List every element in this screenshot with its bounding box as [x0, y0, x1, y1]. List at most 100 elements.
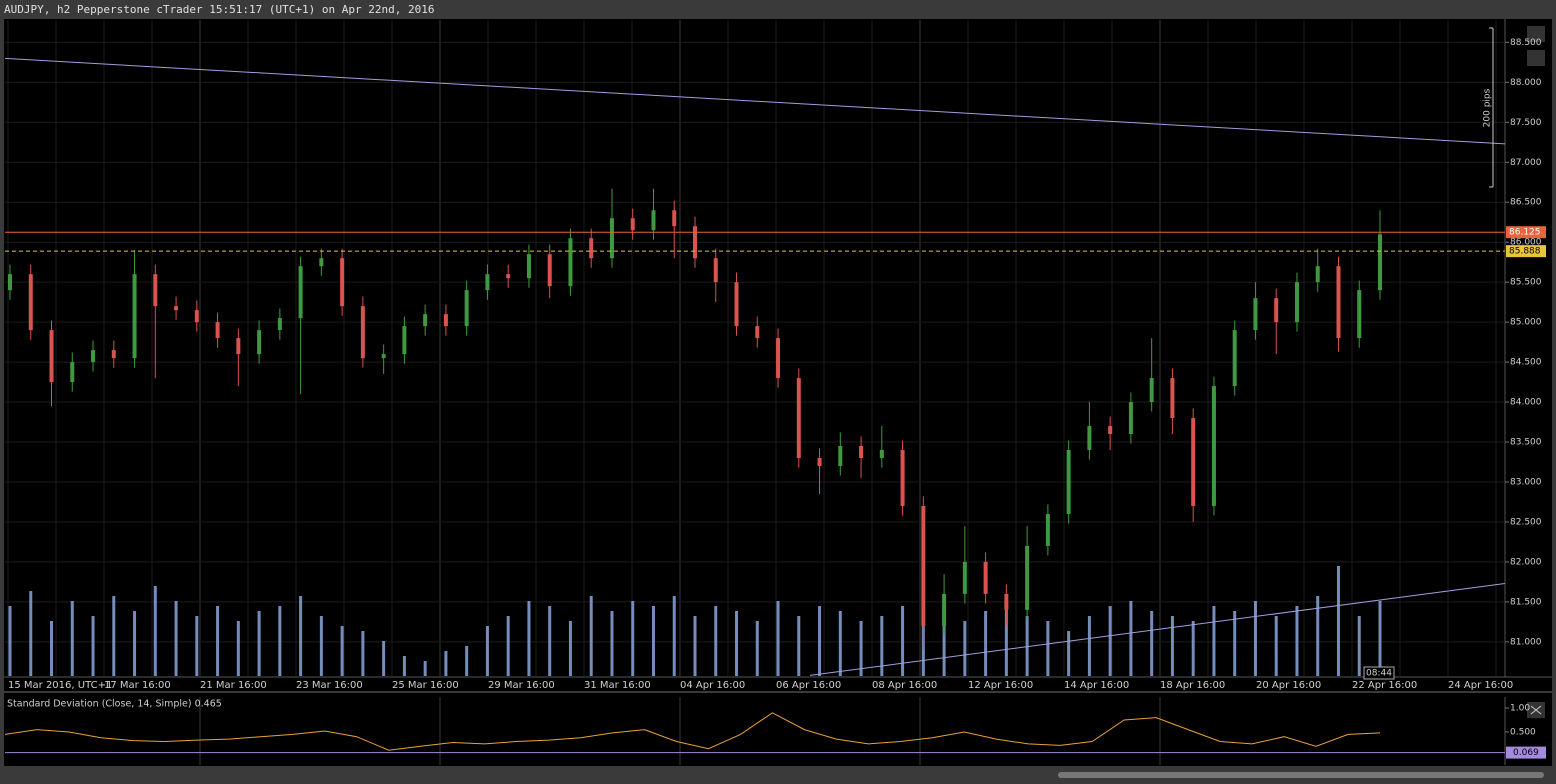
- volume-bar: [278, 606, 282, 676]
- window-title: AUDJPY, h2 Pepperstone cTrader 15:51:17 …: [4, 3, 434, 16]
- candle-body: [153, 274, 158, 307]
- candle-body: [734, 282, 739, 327]
- candle-body: [443, 314, 448, 327]
- candle-body: [1045, 513, 1050, 546]
- volume-bar: [1336, 566, 1340, 676]
- candle-body: [298, 266, 303, 319]
- volume-bar: [319, 616, 323, 676]
- volume-bar: [714, 606, 718, 676]
- candle-body: [423, 314, 428, 327]
- x-tick-label: 31 Mar 16:00: [584, 680, 651, 691]
- candle-body: [236, 338, 241, 355]
- volume-bar: [1212, 606, 1216, 676]
- candle-body: [1211, 386, 1216, 506]
- volume-bar: [1170, 616, 1174, 676]
- x-tick-label: 08 Apr 16:00: [872, 680, 937, 691]
- candle-body: [485, 274, 490, 291]
- volume-bar: [1233, 611, 1237, 676]
- volume-bar: [1274, 616, 1278, 676]
- volume-bar: [299, 596, 303, 676]
- level-tag-label: 0.069: [1513, 748, 1539, 758]
- candle-body: [49, 330, 54, 383]
- candle-body: [506, 274, 511, 279]
- volume-bar: [589, 596, 593, 676]
- x-tick-label: 20 Apr 16:00: [1256, 680, 1321, 691]
- volume-bar: [340, 626, 344, 676]
- candle-body: [838, 446, 843, 466]
- candle-body: [755, 326, 760, 339]
- candle-body: [1066, 450, 1071, 514]
- volume-bar: [672, 596, 676, 676]
- candle-body: [900, 450, 905, 506]
- indicator-pane: [4, 693, 1552, 766]
- candle-body: [609, 218, 614, 259]
- candle-body: [8, 274, 12, 291]
- x-tick-label: 22 Apr 16:00: [1352, 680, 1417, 691]
- candle-body: [402, 326, 407, 355]
- candle-body: [174, 306, 179, 311]
- candle-body: [464, 290, 469, 327]
- popout-button[interactable]: [1527, 26, 1545, 42]
- scrollbar[interactable]: [1058, 772, 1544, 778]
- y-tick-label: 85.000: [1510, 318, 1542, 328]
- volume-bar: [651, 606, 655, 676]
- candle-body: [381, 354, 386, 359]
- volume-bar: [880, 616, 884, 676]
- candle-body: [568, 238, 573, 287]
- y-tick-label: 1.00: [1510, 704, 1530, 714]
- volume-bar: [901, 606, 905, 676]
- candle-body: [1253, 298, 1258, 331]
- candle-body: [194, 310, 199, 323]
- candle-body: [28, 274, 33, 331]
- candle-body: [1294, 282, 1299, 323]
- volume-bar: [50, 621, 54, 676]
- volume-bar: [1378, 601, 1382, 676]
- candle-body: [257, 330, 262, 355]
- volume-bar: [838, 611, 842, 676]
- volume-bar: [859, 621, 863, 676]
- candle-body: [132, 274, 137, 359]
- y-tick-label: 87.000: [1510, 158, 1542, 168]
- candle-body: [942, 593, 947, 626]
- x-tick-label: 15 Mar 2016, UTC+1: [8, 680, 112, 691]
- candle-body: [776, 338, 781, 379]
- y-tick-label: 88.000: [1510, 78, 1542, 88]
- y-tick-label: 86.500: [1510, 198, 1542, 208]
- volume-bar: [818, 606, 822, 676]
- y-tick-label: 82.500: [1510, 517, 1542, 527]
- volume-bar: [1253, 601, 1257, 676]
- x-tick-label: 29 Mar 16:00: [488, 680, 555, 691]
- volume-bar: [548, 606, 552, 676]
- x-tick-label: 12 Apr 16:00: [968, 680, 1033, 691]
- candle-body: [983, 561, 988, 594]
- volume-bar: [29, 591, 33, 676]
- volume-bar: [776, 601, 780, 676]
- volume-bar: [1357, 616, 1361, 676]
- volume-bar: [70, 601, 74, 676]
- volume-bar: [257, 611, 261, 676]
- volume-bar: [1316, 596, 1320, 676]
- candle-body: [630, 218, 635, 231]
- candle-body: [713, 258, 718, 283]
- y-tick-label: 84.500: [1510, 358, 1542, 368]
- candle-body: [1087, 426, 1092, 451]
- candle-body: [879, 450, 884, 458]
- volume-bar: [236, 621, 240, 676]
- price-tag-label: 86.125: [1509, 228, 1541, 238]
- candle-body: [817, 458, 822, 466]
- candle-body: [340, 258, 345, 307]
- candle-body: [277, 318, 282, 331]
- indicator-line: [4, 712, 1381, 751]
- snapshot-button[interactable]: [1527, 50, 1545, 66]
- volume-bar: [1004, 606, 1008, 676]
- price-tag-label: 85.888: [1509, 247, 1541, 257]
- candle-body: [1170, 378, 1175, 419]
- x-tick-label: 25 Mar 16:00: [392, 680, 459, 691]
- volume-bar: [91, 616, 95, 676]
- price-tag: [1506, 226, 1546, 239]
- candle-body: [1025, 545, 1030, 610]
- volume-bar: [1067, 631, 1071, 676]
- volume-bar: [382, 641, 386, 676]
- volume-bar: [610, 611, 614, 676]
